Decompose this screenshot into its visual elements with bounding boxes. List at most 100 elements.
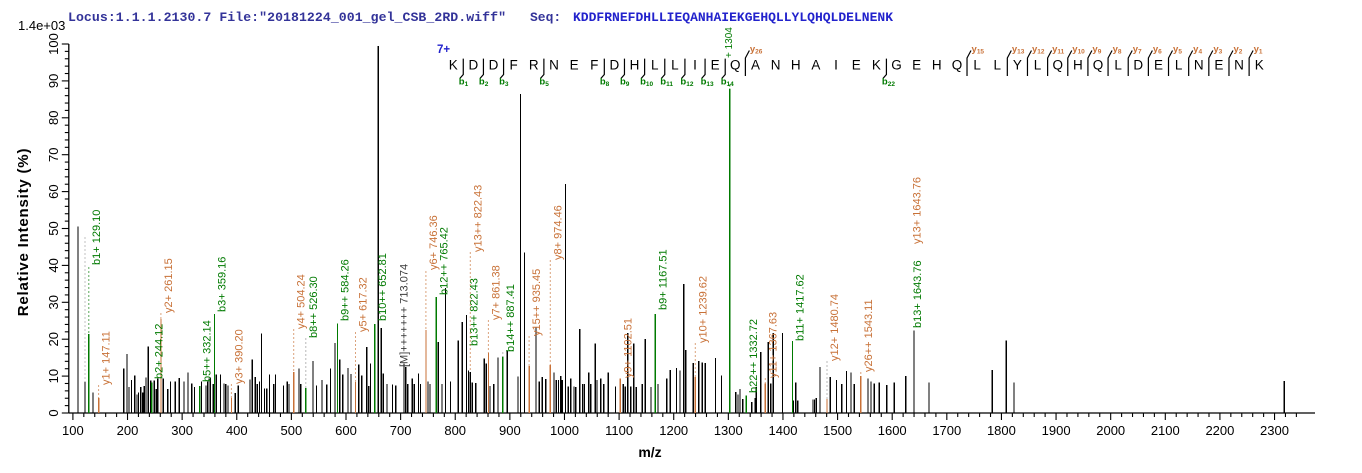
svg-text:L: L (973, 58, 981, 73)
svg-text:y10+ 1239.62: y10+ 1239.62 (697, 276, 709, 343)
svg-text:90: 90 (46, 74, 61, 88)
svg-text:100: 100 (62, 423, 84, 438)
svg-text:H: H (1073, 58, 1083, 73)
svg-text:b9+ 1167.51: b9+ 1167.51 (657, 249, 669, 310)
svg-text:y15++ 935.45: y15++ 935.45 (531, 269, 543, 336)
svg-text:1800: 1800 (987, 423, 1016, 438)
svg-text:D: D (468, 58, 478, 73)
svg-text:y26: y26 (750, 44, 763, 56)
svg-text:H: H (630, 58, 640, 73)
svg-text:E: E (912, 58, 921, 73)
svg-text:E: E (570, 58, 579, 73)
svg-text:N: N (549, 58, 559, 73)
svg-text:y5: y5 (1173, 44, 1182, 56)
svg-text:y11+ 1367.63: y11+ 1367.63 (767, 312, 779, 378)
svg-text:y5+ 617.32: y5+ 617.32 (358, 277, 370, 332)
svg-text:b11+ 1417.62: b11+ 1417.62 (795, 274, 807, 341)
svg-text:N: N (771, 58, 781, 73)
svg-text:L: L (1034, 58, 1042, 73)
svg-text:y1: y1 (1254, 44, 1263, 56)
svg-text:50: 50 (46, 221, 61, 235)
svg-text:F: F (510, 58, 518, 73)
svg-text:D: D (489, 58, 499, 73)
svg-text:500: 500 (281, 423, 303, 438)
svg-text:A: A (811, 58, 820, 73)
svg-text:I: I (834, 58, 838, 73)
svg-text:b10++ 652.81: b10++ 652.81 (377, 253, 389, 321)
svg-text:b1: b1 (459, 77, 469, 89)
svg-text:y6: y6 (1153, 44, 1162, 56)
svg-text:b2+ 244.12: b2+ 244.12 (154, 324, 166, 379)
svg-text:+ 1304: + 1304 (724, 27, 735, 58)
svg-text:1500: 1500 (823, 423, 852, 438)
svg-text:y3: y3 (1213, 44, 1222, 56)
svg-text:G: G (891, 58, 902, 73)
svg-text:H: H (791, 58, 801, 73)
svg-text:600: 600 (335, 423, 357, 438)
svg-text:1700: 1700 (932, 423, 961, 438)
svg-text:Y: Y (1013, 58, 1022, 73)
svg-text:2100: 2100 (1151, 423, 1180, 438)
svg-text:K: K (1255, 58, 1264, 73)
svg-text:A: A (751, 58, 760, 73)
svg-text:b12++ 765.42: b12++ 765.42 (438, 227, 450, 295)
svg-text:7+: 7+ (437, 44, 450, 56)
svg-text:b8: b8 (600, 77, 610, 89)
svg-text:y6+ 746.36: y6+ 746.36 (428, 215, 440, 270)
svg-text:L: L (1175, 58, 1183, 73)
svg-text:Locus:1.1.1.2130.7 File:"20181: Locus:1.1.1.2130.7 File:"20181224_001_ge… (68, 10, 506, 25)
svg-text:y2+ 261.15: y2+ 261.15 (163, 258, 175, 313)
svg-text:y13+ 1643.76: y13+ 1643.76 (912, 177, 924, 244)
svg-text:y13++ 822.43: y13++ 822.43 (472, 185, 484, 252)
svg-text:2300: 2300 (1260, 423, 1289, 438)
svg-text:L: L (993, 58, 1001, 73)
svg-text:b22++ 1332.72: b22++ 1332.72 (748, 319, 760, 393)
svg-text:y8: y8 (1113, 44, 1122, 56)
svg-text:b3: b3 (499, 77, 509, 89)
svg-text:b13: b13 (701, 77, 714, 89)
svg-text:1.4e+03: 1.4e+03 (18, 18, 65, 33)
svg-text:N: N (1194, 58, 1204, 73)
svg-text:b9: b9 (620, 77, 630, 89)
svg-text:20: 20 (46, 332, 61, 346)
svg-text:H: H (932, 58, 942, 73)
svg-text:y4: y4 (1193, 44, 1202, 56)
svg-text:b14: b14 (721, 77, 734, 89)
svg-text:Q: Q (1093, 58, 1104, 73)
svg-text:y15: y15 (972, 44, 985, 56)
svg-text:y12+ 1480.74: y12+ 1480.74 (829, 294, 841, 361)
svg-text:b2: b2 (479, 77, 489, 89)
svg-text:1400: 1400 (769, 423, 798, 438)
svg-text:y7: y7 (1133, 44, 1142, 56)
svg-text:2200: 2200 (1205, 423, 1234, 438)
svg-text:0: 0 (46, 409, 61, 416)
svg-text:300: 300 (171, 423, 193, 438)
svg-text:b3+ 359.16: b3+ 359.16 (217, 257, 229, 312)
svg-text:E: E (711, 58, 720, 73)
svg-text:Q: Q (730, 58, 741, 73)
svg-text:b13++ 822.43: b13++ 822.43 (468, 278, 480, 346)
svg-text:K: K (872, 58, 881, 73)
svg-text:F: F (590, 58, 598, 73)
svg-text:100: 100 (46, 33, 61, 55)
svg-text:200: 200 (117, 423, 139, 438)
svg-text:K: K (449, 58, 458, 73)
svg-text:y10: y10 (1072, 44, 1085, 56)
svg-text:m/z: m/z (638, 444, 661, 460)
svg-text:800: 800 (444, 423, 466, 438)
svg-text:30: 30 (46, 295, 61, 309)
svg-text:80: 80 (46, 111, 61, 125)
svg-text:L: L (671, 58, 679, 73)
svg-text:Q: Q (952, 58, 963, 73)
svg-text:b5: b5 (539, 77, 549, 89)
svg-text:70: 70 (46, 147, 61, 161)
svg-text:1200: 1200 (659, 423, 688, 438)
svg-text:b22: b22 (882, 77, 895, 89)
svg-text:Relative Intensity (%): Relative Intensity (%) (15, 148, 32, 316)
svg-text:D: D (1133, 58, 1143, 73)
svg-text:y1+ 147.11: y1+ 147.11 (101, 331, 113, 385)
svg-text:y11: y11 (1052, 44, 1065, 56)
svg-text:E: E (852, 58, 861, 73)
svg-text:1900: 1900 (1042, 423, 1071, 438)
svg-text:Q: Q (1052, 58, 1063, 73)
